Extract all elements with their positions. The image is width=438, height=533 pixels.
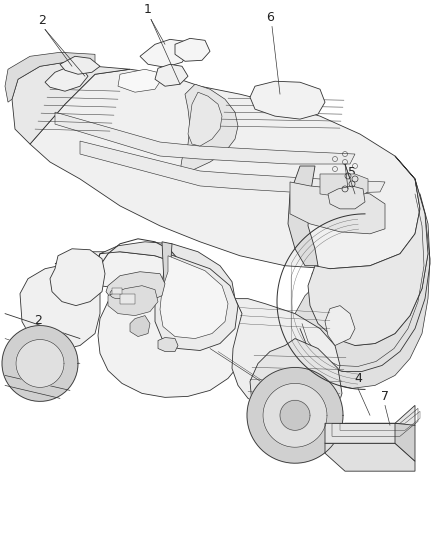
Polygon shape <box>292 179 430 389</box>
Polygon shape <box>155 254 238 351</box>
Polygon shape <box>95 242 235 298</box>
Polygon shape <box>55 112 355 164</box>
Polygon shape <box>60 56 100 74</box>
Bar <box>112 288 122 294</box>
Polygon shape <box>162 242 172 305</box>
Polygon shape <box>250 81 325 119</box>
Polygon shape <box>247 367 343 463</box>
Polygon shape <box>250 338 342 437</box>
Text: 1: 1 <box>144 3 152 17</box>
Polygon shape <box>280 400 310 430</box>
Polygon shape <box>263 383 327 447</box>
Polygon shape <box>155 64 188 86</box>
Polygon shape <box>232 298 340 411</box>
Polygon shape <box>325 423 415 443</box>
Polygon shape <box>106 272 165 304</box>
Polygon shape <box>325 406 415 443</box>
Polygon shape <box>188 92 222 146</box>
Text: 2: 2 <box>38 14 46 27</box>
Polygon shape <box>328 186 365 209</box>
Bar <box>120 294 135 304</box>
Polygon shape <box>50 249 105 305</box>
Text: 7: 7 <box>381 390 389 403</box>
Polygon shape <box>325 305 355 345</box>
Polygon shape <box>108 286 158 316</box>
Polygon shape <box>288 166 318 266</box>
Polygon shape <box>395 423 415 461</box>
Polygon shape <box>308 156 428 345</box>
Polygon shape <box>12 62 130 144</box>
Polygon shape <box>160 256 228 338</box>
Polygon shape <box>118 69 165 92</box>
Text: 6: 6 <box>266 11 274 25</box>
Polygon shape <box>55 252 248 398</box>
Polygon shape <box>16 340 64 387</box>
Polygon shape <box>180 84 238 174</box>
Polygon shape <box>130 316 150 336</box>
Polygon shape <box>175 38 210 61</box>
Polygon shape <box>80 141 385 194</box>
Polygon shape <box>290 182 385 234</box>
Polygon shape <box>20 264 100 350</box>
Polygon shape <box>320 174 368 199</box>
Text: 4: 4 <box>354 373 362 385</box>
Polygon shape <box>5 52 95 102</box>
Polygon shape <box>30 69 420 269</box>
Text: 5: 5 <box>348 166 356 179</box>
Polygon shape <box>2 326 78 401</box>
Polygon shape <box>140 39 190 67</box>
Polygon shape <box>325 443 415 471</box>
Text: 2: 2 <box>34 314 42 327</box>
Polygon shape <box>45 66 88 91</box>
Polygon shape <box>158 337 178 351</box>
